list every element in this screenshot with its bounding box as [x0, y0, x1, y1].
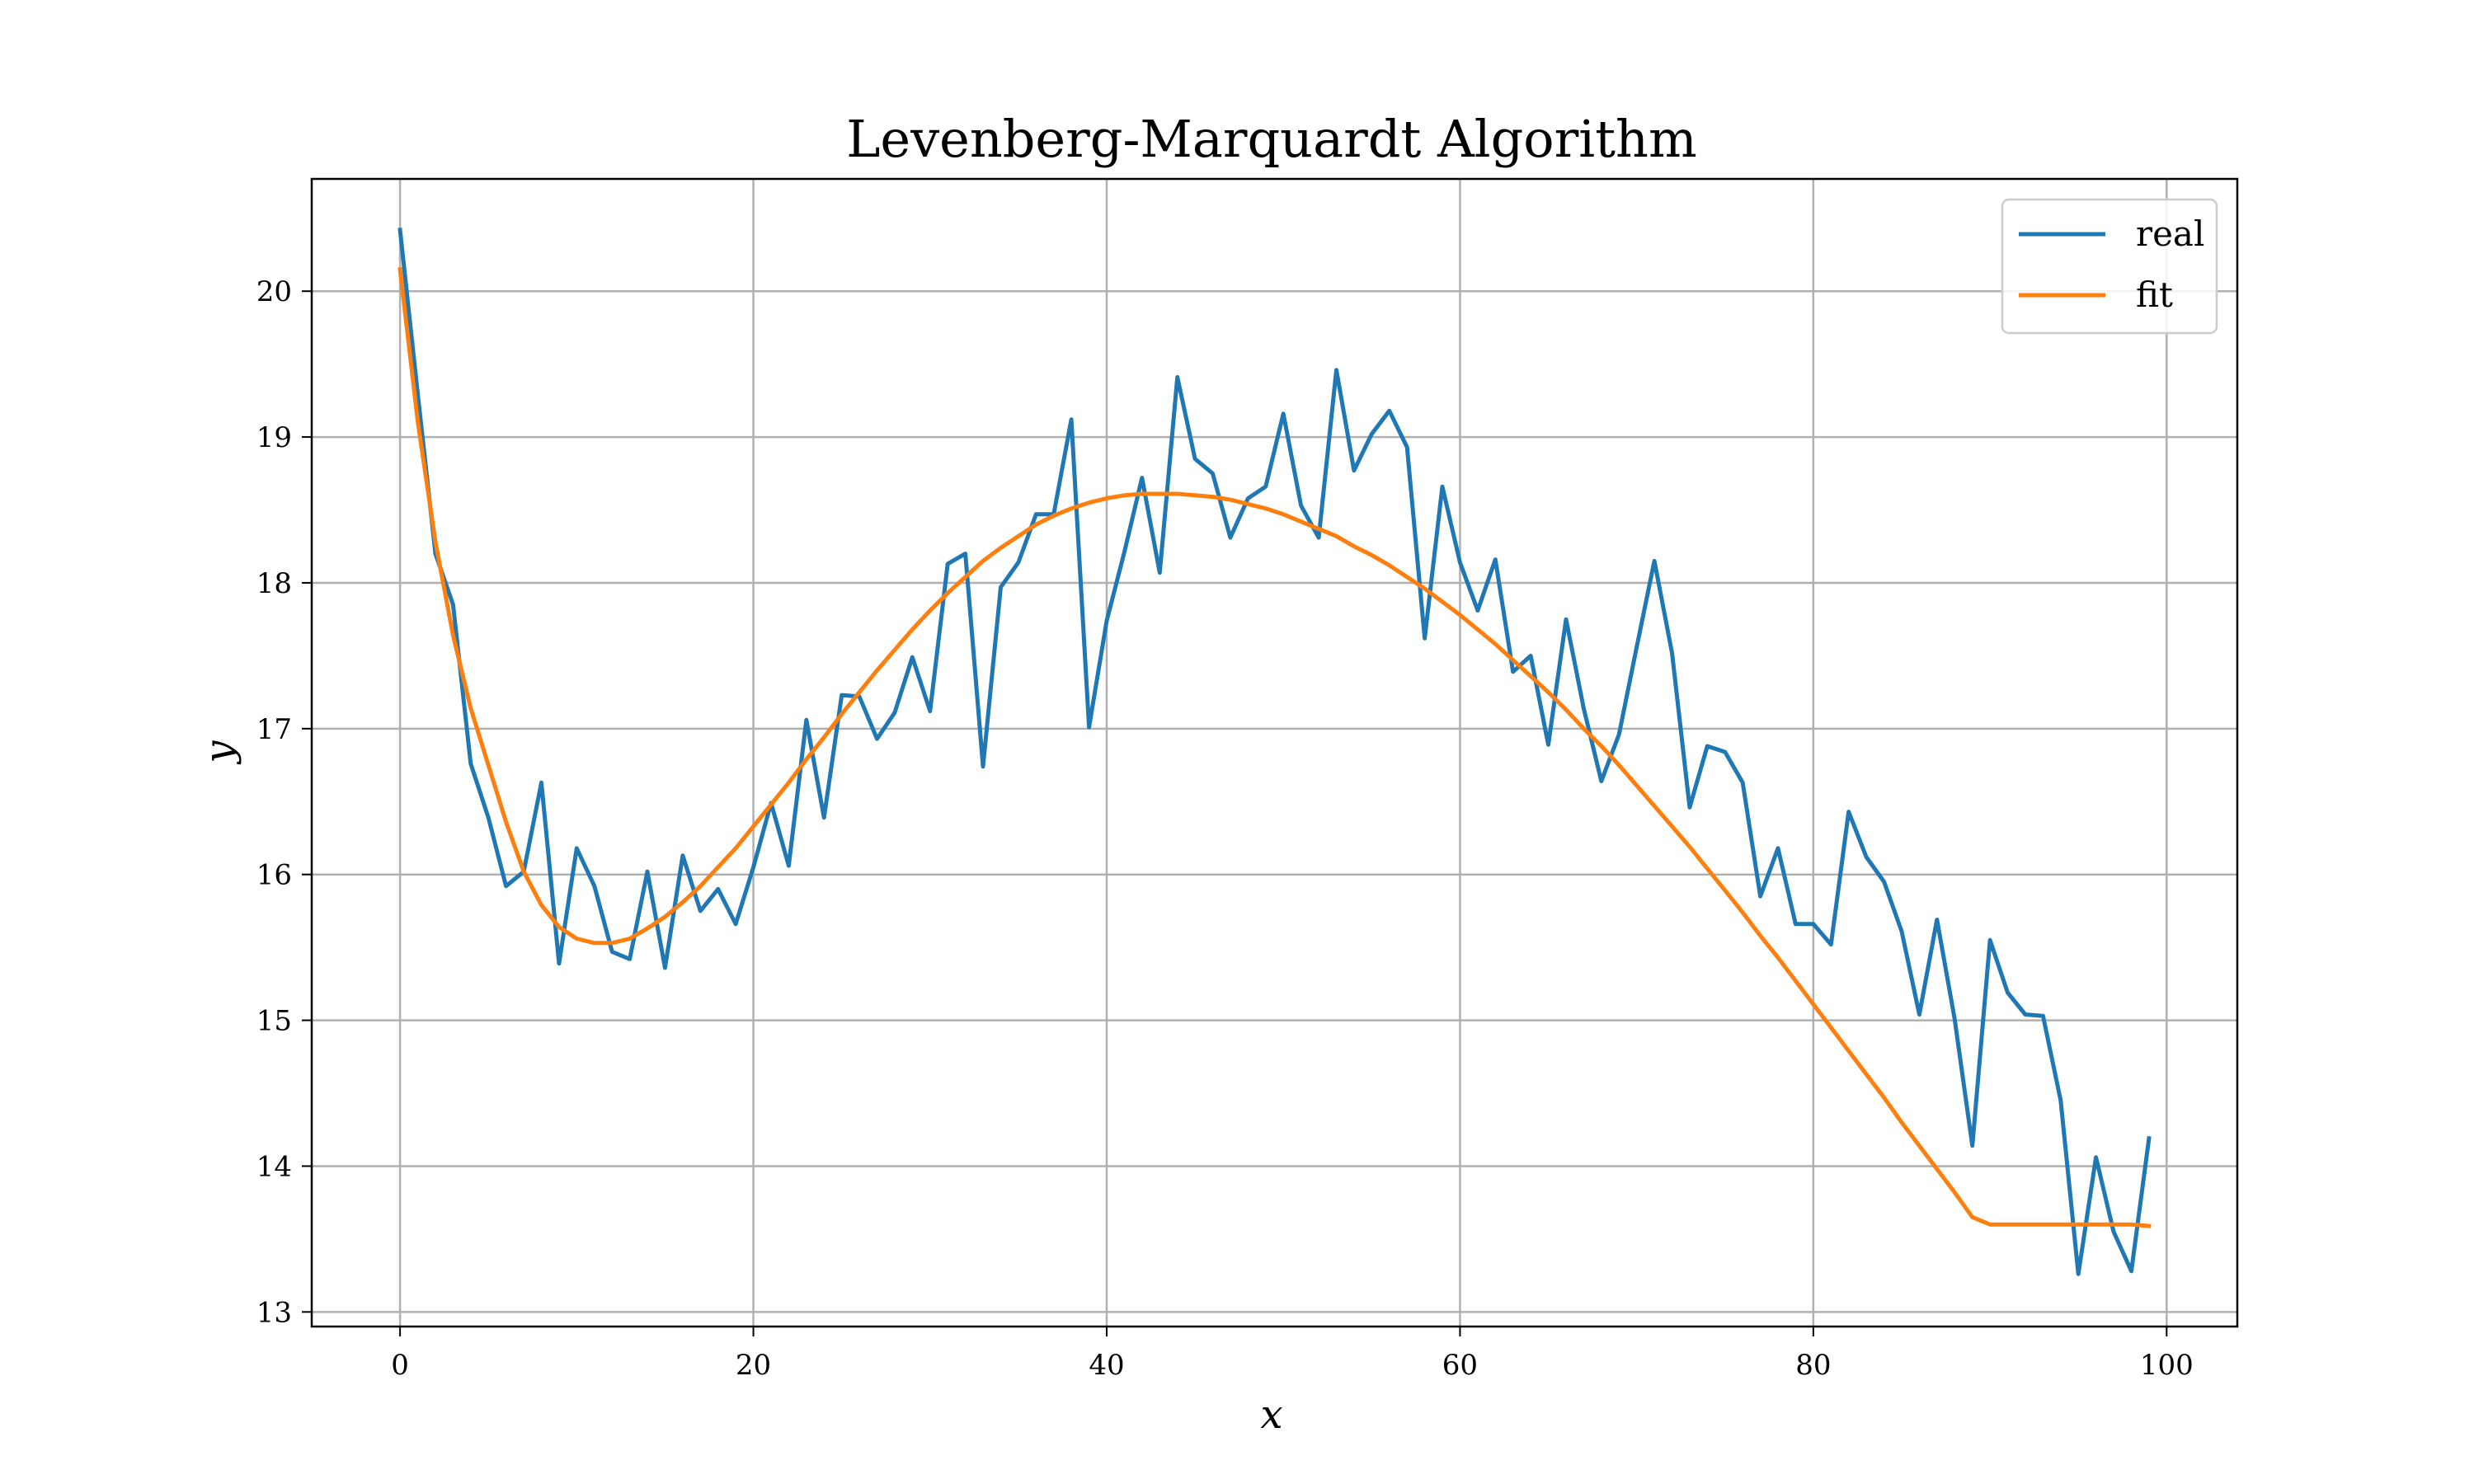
axis-ticks: 0 20 40 60 80 100 13 14 15 16 17 18 19 20	[256, 275, 2194, 1382]
y-tick-label: 17	[256, 713, 292, 746]
series-layer	[397, 228, 2152, 1276]
y-tick-label: 18	[256, 567, 292, 600]
x-tick-label: 40	[1089, 1349, 1124, 1382]
y-tick-label: 14	[256, 1150, 292, 1183]
y-axis-label: y	[196, 740, 242, 765]
x-tick-label: 60	[1442, 1349, 1478, 1382]
y-tick-label: 16	[256, 859, 292, 892]
x-tick-label: 100	[2140, 1349, 2194, 1382]
chart-title: Levenberg-Marquardt Algorithm	[846, 109, 1697, 169]
y-tick-label: 15	[256, 1005, 292, 1038]
grid	[312, 179, 2237, 1327]
x-axis-label: x	[1260, 1392, 1282, 1438]
x-tick-label: 0	[391, 1349, 409, 1382]
x-tick-label: 20	[736, 1349, 771, 1382]
y-tick-label: 20	[256, 275, 292, 308]
y-tick-label: 19	[256, 421, 292, 454]
series-line-fit	[397, 266, 2152, 1228]
series-line-real	[397, 228, 2152, 1276]
plot-frame	[310, 177, 2239, 1328]
y-tick-label: 13	[256, 1296, 292, 1329]
legend-label-fit: fit	[2136, 275, 2173, 315]
legend: real fit	[2001, 198, 2218, 335]
x-tick-label: 80	[1795, 1349, 1831, 1382]
legend-label-real: real	[2136, 214, 2204, 254]
